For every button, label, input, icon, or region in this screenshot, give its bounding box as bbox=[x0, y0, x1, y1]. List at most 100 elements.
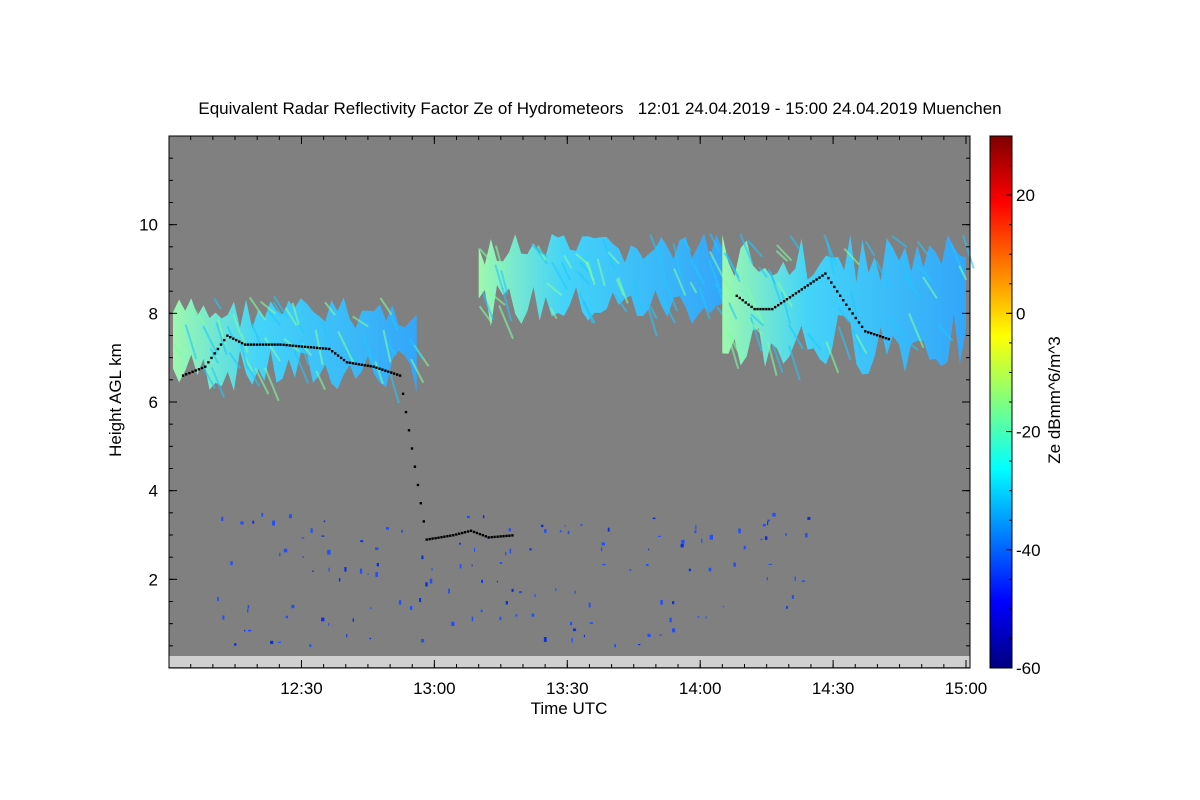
cloud-base-point bbox=[461, 531, 464, 535]
cloud-base-point bbox=[372, 365, 375, 368]
cloud-streak bbox=[575, 252, 589, 265]
cloud-streak bbox=[563, 254, 573, 269]
cloud-base-point bbox=[348, 361, 352, 364]
cloud-streak bbox=[209, 347, 220, 364]
cloud-base-point bbox=[300, 345, 303, 348]
cloud-base-point bbox=[455, 533, 458, 536]
cloud-base-point bbox=[197, 368, 201, 371]
cloud-base-point bbox=[777, 304, 780, 307]
cloud-base-point bbox=[864, 330, 867, 333]
cloud-base-point bbox=[437, 536, 440, 539]
cloud-base-point bbox=[753, 307, 756, 311]
cloud-base-point bbox=[741, 299, 744, 302]
echo-pixel bbox=[409, 606, 413, 610]
echo-pixel bbox=[508, 528, 511, 532]
cloud-streak bbox=[962, 234, 975, 269]
cloud-streak bbox=[382, 329, 392, 363]
cloud-streak bbox=[613, 293, 628, 313]
cloud-streak bbox=[855, 334, 868, 355]
cloud-base-point bbox=[508, 534, 511, 537]
echo-pixel bbox=[261, 512, 264, 517]
cloud-streak bbox=[776, 281, 794, 308]
cloud-streak bbox=[843, 248, 860, 266]
cloud-base-point bbox=[803, 286, 806, 289]
x-axis: 12:30 13:00 13:30 14:00 14:30 15:00 bbox=[190, 136, 988, 698]
echo-pixel bbox=[359, 569, 363, 574]
y-axis-label: Height AGL km bbox=[106, 343, 125, 457]
echo-pixel bbox=[658, 535, 661, 537]
echo-pixel bbox=[697, 616, 700, 618]
echo-pixel bbox=[589, 622, 593, 624]
ground-clutter-strip bbox=[169, 656, 970, 667]
echo-pixel bbox=[648, 548, 650, 551]
echo-pixel bbox=[323, 520, 326, 523]
echo-pixel bbox=[221, 516, 224, 521]
cloud-base-point bbox=[297, 345, 300, 348]
cloud-base-point bbox=[351, 362, 355, 365]
colorbar-tick-label: 0 bbox=[1016, 304, 1025, 323]
echo-pixel bbox=[496, 580, 498, 583]
cloud-base-point bbox=[216, 347, 220, 351]
echo-pixel bbox=[459, 564, 462, 569]
cloud-streak bbox=[246, 365, 261, 387]
cloud-streak bbox=[498, 305, 514, 340]
echo-pixel bbox=[429, 578, 433, 584]
echo-pixel bbox=[448, 588, 450, 594]
cloud-streak bbox=[293, 350, 310, 384]
cloud-base-point bbox=[249, 343, 253, 346]
echo-pixel bbox=[328, 623, 330, 626]
cloud-base-point bbox=[449, 534, 452, 537]
cloud-base-point bbox=[867, 331, 870, 334]
cloud-streak bbox=[852, 328, 863, 355]
cloud-base-point bbox=[774, 305, 777, 309]
cloud-base-point bbox=[375, 366, 378, 369]
cloud-streak bbox=[244, 356, 254, 372]
echo-pixel bbox=[291, 604, 295, 609]
echo-pixel bbox=[425, 582, 428, 587]
y-tick-label: 6 bbox=[149, 393, 158, 412]
echo-pixel bbox=[234, 643, 237, 646]
cloud-streak bbox=[656, 245, 666, 277]
cloud-base-point bbox=[315, 346, 319, 350]
cloud-base-point bbox=[452, 534, 455, 537]
x-tick-label: 15:00 bbox=[945, 679, 988, 698]
cloud-streak bbox=[698, 286, 711, 320]
echo-pixel bbox=[309, 644, 312, 647]
cloud-base-point bbox=[762, 307, 765, 311]
echo-pixel bbox=[277, 641, 281, 643]
cloud-base-point bbox=[357, 363, 360, 366]
cloud-base-point bbox=[771, 307, 774, 311]
echo-pixel bbox=[708, 567, 712, 572]
echo-pixel bbox=[768, 563, 772, 565]
echo-pixel bbox=[529, 548, 532, 551]
cloud-streak bbox=[337, 330, 355, 364]
cloud-base-point bbox=[407, 429, 411, 432]
cloud-base-point bbox=[478, 532, 482, 536]
cloud-base-point bbox=[345, 361, 349, 364]
cloud-base-point bbox=[273, 343, 276, 346]
echo-pixel bbox=[645, 564, 649, 566]
cloud-base-point bbox=[413, 465, 417, 468]
echo-pixel bbox=[559, 530, 562, 533]
echo-pixel bbox=[272, 520, 275, 526]
cloud-base-point bbox=[870, 332, 873, 335]
cloud-base-point bbox=[806, 284, 809, 287]
cloud-streak bbox=[690, 259, 705, 285]
echo-pixel bbox=[588, 602, 591, 608]
cloud-base-point bbox=[294, 344, 297, 348]
cloud-streak bbox=[374, 361, 384, 385]
cloud-streak bbox=[747, 240, 764, 258]
cloud-base-point bbox=[240, 341, 244, 345]
cloud-streak bbox=[864, 240, 876, 257]
cloud-base-point bbox=[821, 274, 824, 277]
cloud-base-point bbox=[875, 334, 879, 337]
cloud-base-point bbox=[854, 316, 857, 320]
echo-pixel bbox=[629, 569, 632, 571]
cloud-base-point bbox=[860, 325, 864, 328]
cloud-base-point bbox=[499, 535, 502, 538]
echo-pixel bbox=[764, 536, 768, 540]
cloud-base-point bbox=[387, 370, 390, 373]
echo-pixel bbox=[534, 594, 536, 598]
echo-pixel bbox=[321, 535, 325, 537]
cloud-streak bbox=[267, 309, 282, 327]
